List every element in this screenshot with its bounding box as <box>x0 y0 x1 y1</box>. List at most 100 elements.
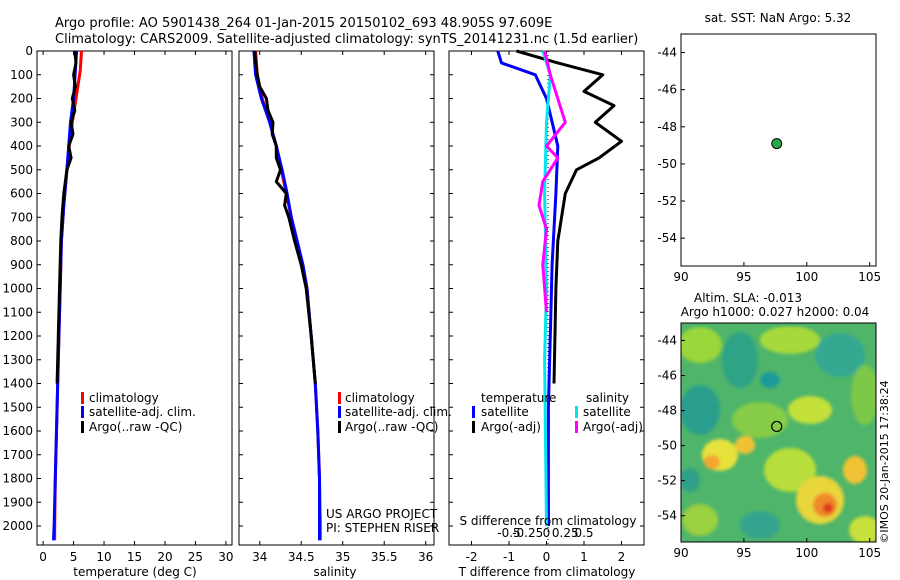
legend-argo: Argo(..raw -QC) <box>89 420 182 434</box>
x-tick-label: 10 <box>96 550 111 564</box>
y-tick-label: -44 <box>657 46 677 60</box>
x-tick-label: 0 <box>39 550 47 564</box>
y-tick-label: -52 <box>657 194 677 208</box>
y-tick-label: 700 <box>10 210 33 224</box>
x-tick-label: -2 <box>466 550 478 564</box>
legend-swatch-t-satellite <box>472 406 475 418</box>
x-tick-label: 0 <box>543 550 551 564</box>
x-tick-label: 105 <box>858 546 881 560</box>
credit-project: US ARGO PROJECT <box>326 507 438 521</box>
top-x-tick-label: 0.25 <box>552 526 579 540</box>
sla-heatmap <box>681 323 876 542</box>
argo-location-marker <box>771 420 783 433</box>
temperature-legend: climatology satellite-adj. clim. Argo(..… <box>81 391 196 434</box>
top-x-tick-label: 0.5 <box>574 526 593 540</box>
sla-title-line-1: Altim. SLA: -0.013 <box>694 291 802 305</box>
x-tick-label: 90 <box>673 546 688 560</box>
y-tick-label: 1300 <box>2 353 33 367</box>
x-tick-label: 15 <box>127 550 142 564</box>
x-tick-label: 35 <box>335 550 350 564</box>
difference-legend: temperature salinity satellite Argo(-adj… <box>472 391 643 434</box>
temperature-profile-panel: 0 5 10 15 20 25 300100200300400500600700800900… <box>2 44 233 579</box>
x-tick-label: 30 <box>218 550 233 564</box>
x-tick-label: 90 <box>673 270 688 284</box>
y-tick-label: 1000 <box>2 282 33 296</box>
series-line-1 <box>516 49 623 384</box>
series-line-2 <box>253 50 317 384</box>
legend-satellite: satellite-adj. clim. <box>345 405 452 419</box>
sst-title: sat. SST: NaN Argo: 5.32 <box>705 11 852 25</box>
y-tick-label: 1600 <box>2 424 33 438</box>
top-x-tick-label: 0 <box>543 526 551 540</box>
x-tick-label: 105 <box>858 270 881 284</box>
sst-location-panel: sat. SST: NaN Argo: 5.32 90 95 100 105 -44 -4… <box>657 11 881 284</box>
legend-climatology: climatology <box>345 391 415 405</box>
y-tick-label: -50 <box>657 439 677 453</box>
x-tick-label: 2 <box>618 550 626 564</box>
x-tick-label: 34 <box>252 550 267 564</box>
series-line-1 <box>252 50 321 541</box>
y-tick-label: 1100 <box>2 305 33 319</box>
y-tick-label: 1400 <box>2 377 33 391</box>
y-tick-label: -48 <box>657 120 677 134</box>
legend-swatch-argo <box>338 421 341 433</box>
x-tick-label: 100 <box>795 546 818 560</box>
salinity-plot-frame <box>238 50 435 546</box>
header-line-2: Climatology: CARS2009. Satellite-adjuste… <box>55 32 638 47</box>
top-x-tick-label: -0.5 <box>497 526 520 540</box>
header-line-1: Argo profile: AO 5901438_264 01-Jan-2015… <box>55 16 552 31</box>
x-tick-label: 100 <box>795 270 818 284</box>
x-tick-label: 34.5 <box>288 550 315 564</box>
sla-map-frame <box>680 322 877 543</box>
y-tick-label: 1700 <box>2 448 33 462</box>
y-tick-label: -46 <box>657 83 677 97</box>
series-line-3 <box>537 50 567 313</box>
legend-swatch-climatology <box>338 392 341 404</box>
difference-profile-panel: -2 -1 0 1 2 -0.5-0.25 0 0.250.5 T difference fr… <box>448 49 645 579</box>
s-difference-xlabel: S difference from climatology <box>460 514 637 528</box>
salinity-profile-panel: 34 34.5 35 35.5 36 salinity climatology sate… <box>238 50 452 579</box>
y-tick-label: 1500 <box>2 400 33 414</box>
legend-climatology: climatology <box>89 391 159 405</box>
legend-swatch-t-argo <box>472 421 475 433</box>
y-tick-label: 400 <box>10 139 33 153</box>
imos-credit: ©IMOS 20-Jan-2015 17:38:24 <box>878 380 891 543</box>
y-tick-label: 600 <box>10 187 33 201</box>
y-tick-label: -54 <box>657 509 677 523</box>
x-tick-label: 95 <box>736 546 751 560</box>
legend-argo: Argo(..raw -QC) <box>345 420 438 434</box>
y-tick-label: 500 <box>10 163 33 177</box>
y-tick-label: 1900 <box>2 495 33 509</box>
legend-swatch-s-argo <box>575 421 578 433</box>
legend-t-satellite: satellite <box>481 405 529 419</box>
y-tick-label: 1800 <box>2 472 33 486</box>
y-tick-label: -46 <box>657 369 677 383</box>
temperature-xlabel: temperature (deg C) <box>73 565 196 579</box>
y-tick-label: 200 <box>10 92 33 106</box>
legend-satellite: satellite-adj. clim. <box>89 405 196 419</box>
salinity-legend: climatology satellite-adj. clim. Argo(..… <box>338 391 452 434</box>
x-tick-label: 20 <box>157 550 172 564</box>
y-tick-label: 0 <box>25 44 33 58</box>
altimetry-sla-panel: Altim. SLA: -0.013 Argo h1000: 0.027 h20… <box>657 291 891 560</box>
series-line-0 <box>496 50 560 526</box>
legend-swatch-satellite <box>338 406 341 418</box>
y-tick-label: -52 <box>657 474 677 488</box>
series-line-0 <box>254 50 322 541</box>
y-tick-label: -48 <box>657 404 677 418</box>
credit-pi: PI: STEPHEN RISER <box>326 521 439 535</box>
legend-header-temperature: temperature <box>481 391 556 405</box>
x-tick-label: 35.5 <box>371 550 398 564</box>
x-tick-label: -1 <box>503 550 515 564</box>
y-tick-label: 2000 <box>2 519 33 533</box>
x-tick-label: 95 <box>736 270 751 284</box>
y-tick-label: -54 <box>657 231 677 245</box>
legend-swatch-s-satellite <box>575 406 578 418</box>
t-difference-xlabel: T difference from climatology <box>458 565 636 579</box>
y-tick-label: 1200 <box>2 329 33 343</box>
top-x-tick-label: -0.25 <box>512 526 543 540</box>
legend-t-argo: Argo(-adj) <box>481 420 541 434</box>
x-tick-label: 36 <box>418 550 433 564</box>
salinity-xlabel: salinity <box>313 565 356 579</box>
